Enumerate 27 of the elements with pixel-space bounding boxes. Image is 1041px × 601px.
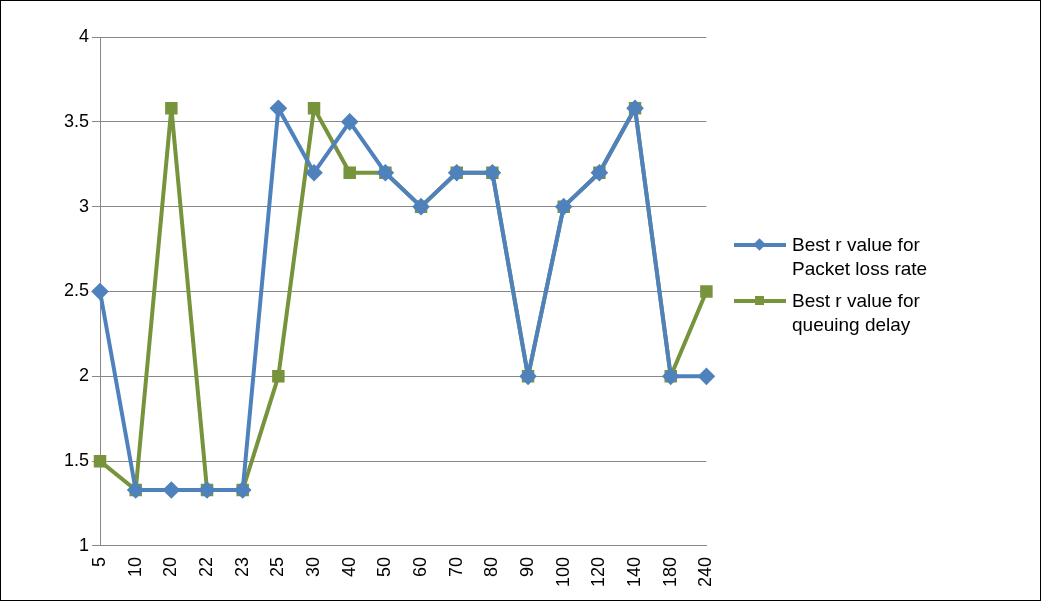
x-tick-label: 120	[588, 556, 609, 588]
x-tick-label: 22	[196, 556, 216, 577]
x-tick-label: 100	[552, 556, 573, 588]
y-tick-label: 4	[79, 25, 90, 46]
x-tick-label: 70	[445, 556, 466, 577]
y-tick-label: 1.5	[63, 450, 90, 471]
x-tick-label: 240	[695, 556, 716, 588]
x-tick-label: 90	[517, 556, 538, 577]
x-tick-label: 40	[338, 556, 359, 577]
y-tick-label: 2.5	[63, 280, 90, 301]
x-tick-label: 30	[303, 556, 324, 577]
y-tick-label: 1	[79, 534, 90, 555]
x-tick-label: 23	[231, 556, 252, 577]
x-tick-label: 10	[124, 556, 145, 577]
x-tick-label: 5	[88, 556, 109, 567]
x-tick-label: 20	[160, 556, 181, 577]
x-tick-label: 25	[267, 556, 288, 577]
x-tick-label: 140	[624, 556, 645, 588]
y-tick-label: 2	[79, 365, 90, 386]
y-tick-label: 3.5	[63, 110, 90, 131]
legend-label: Best r value for Packet loss rate	[792, 233, 929, 281]
x-tick-label: 80	[481, 556, 502, 577]
y-tick-label: 3	[79, 195, 90, 216]
x-tick-label: 50	[374, 556, 395, 577]
legend-label: Best r value for queuing delay	[792, 289, 921, 337]
x-tick-label: 60	[410, 556, 431, 577]
x-tick-label: 180	[659, 556, 680, 588]
